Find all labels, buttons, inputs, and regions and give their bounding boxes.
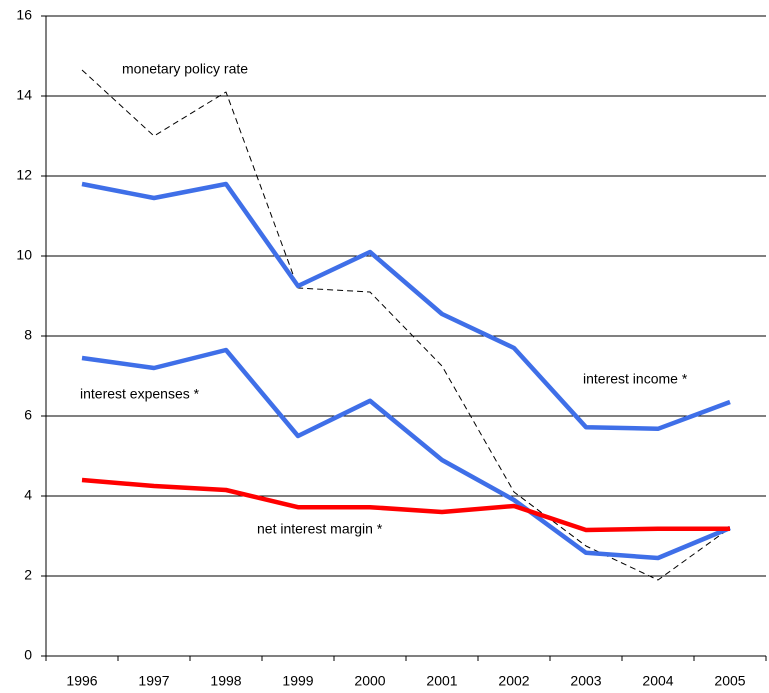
y-tick-label: 4	[24, 487, 32, 503]
series-line	[81, 69, 731, 581]
series-label: monetary policy rate	[122, 61, 248, 77]
x-tick-label: 1996	[66, 673, 97, 689]
y-tick-label: 8	[24, 327, 32, 343]
y-tick-label: 14	[16, 87, 32, 103]
x-tick-label: 1999	[282, 673, 313, 689]
x-tick-label: 2001	[426, 673, 457, 689]
series-label: interest expenses *	[80, 386, 200, 402]
y-tick-label: 6	[24, 407, 32, 423]
x-tick-label: 2000	[354, 673, 385, 689]
x-tick-label: 1998	[210, 673, 241, 689]
x-tick-label: 2004	[642, 673, 673, 689]
series-label: net interest margin *	[257, 521, 383, 537]
series-label: interest income *	[583, 371, 688, 387]
y-tick-label: 10	[16, 247, 32, 263]
x-tick-label: 2002	[498, 673, 529, 689]
y-tick-label: 0	[24, 647, 32, 663]
series-line	[81, 347, 731, 561]
x-tick-label: 1997	[138, 673, 169, 689]
y-tick-label: 2	[24, 567, 32, 583]
x-tick-label: 2005	[714, 673, 745, 689]
series-line	[81, 477, 730, 533]
series-line	[81, 181, 731, 432]
y-tick-label: 12	[16, 167, 32, 183]
y-tick-label: 16	[16, 7, 32, 23]
x-tick-label: 2003	[570, 673, 601, 689]
